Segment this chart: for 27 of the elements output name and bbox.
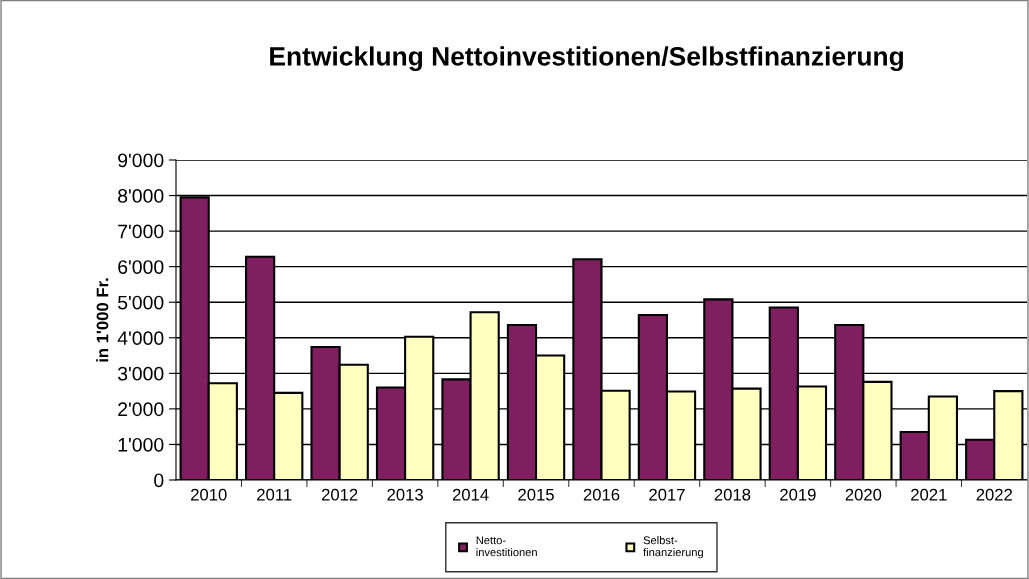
y-tick-label: 8'000 (118, 189, 164, 203)
x-tick-label: 2019 (780, 488, 816, 501)
x-tick-label: 2020 (845, 488, 882, 501)
x-tick-label: 2014 (452, 488, 489, 501)
x-tick-label: 2012 (321, 488, 358, 501)
x-tick-label: 2016 (583, 488, 620, 501)
x-tick-label: 2015 (518, 488, 554, 501)
x-tick-label: 2017 (649, 488, 685, 501)
y-tick-label: 7'000 (118, 224, 164, 239)
legend-label: Selbst- finanzierung (643, 536, 703, 559)
y-tick-label: 4'000 (117, 331, 164, 346)
x-tick-label: 2011 (257, 488, 292, 501)
y-tick-label: 3'000 (117, 366, 164, 381)
x-tick-label: 2022 (976, 488, 1012, 501)
y-tick-label: 2'000 (118, 402, 164, 417)
x-tick-label: 2018 (714, 488, 751, 501)
x-tick-label: 2021 (911, 488, 947, 501)
x-tick-label: 2010 (191, 488, 227, 501)
y-axis-title: in 1'000 Fr. (96, 278, 109, 362)
y-tick-label: 6'000 (118, 260, 164, 274)
legend-label: Netto- investitionen (476, 536, 537, 557)
y-tick-label: 0 (154, 473, 164, 488)
y-tick-label: 9'000 (118, 153, 164, 168)
chart-title: Entwicklung Nettoinvestitionen/Selbstfinanzierung (270, 46, 903, 72)
x-tick-label: 2013 (387, 488, 423, 501)
y-tick-label: 5'000 (118, 295, 164, 310)
y-tick-label: 1'000 (118, 437, 164, 452)
